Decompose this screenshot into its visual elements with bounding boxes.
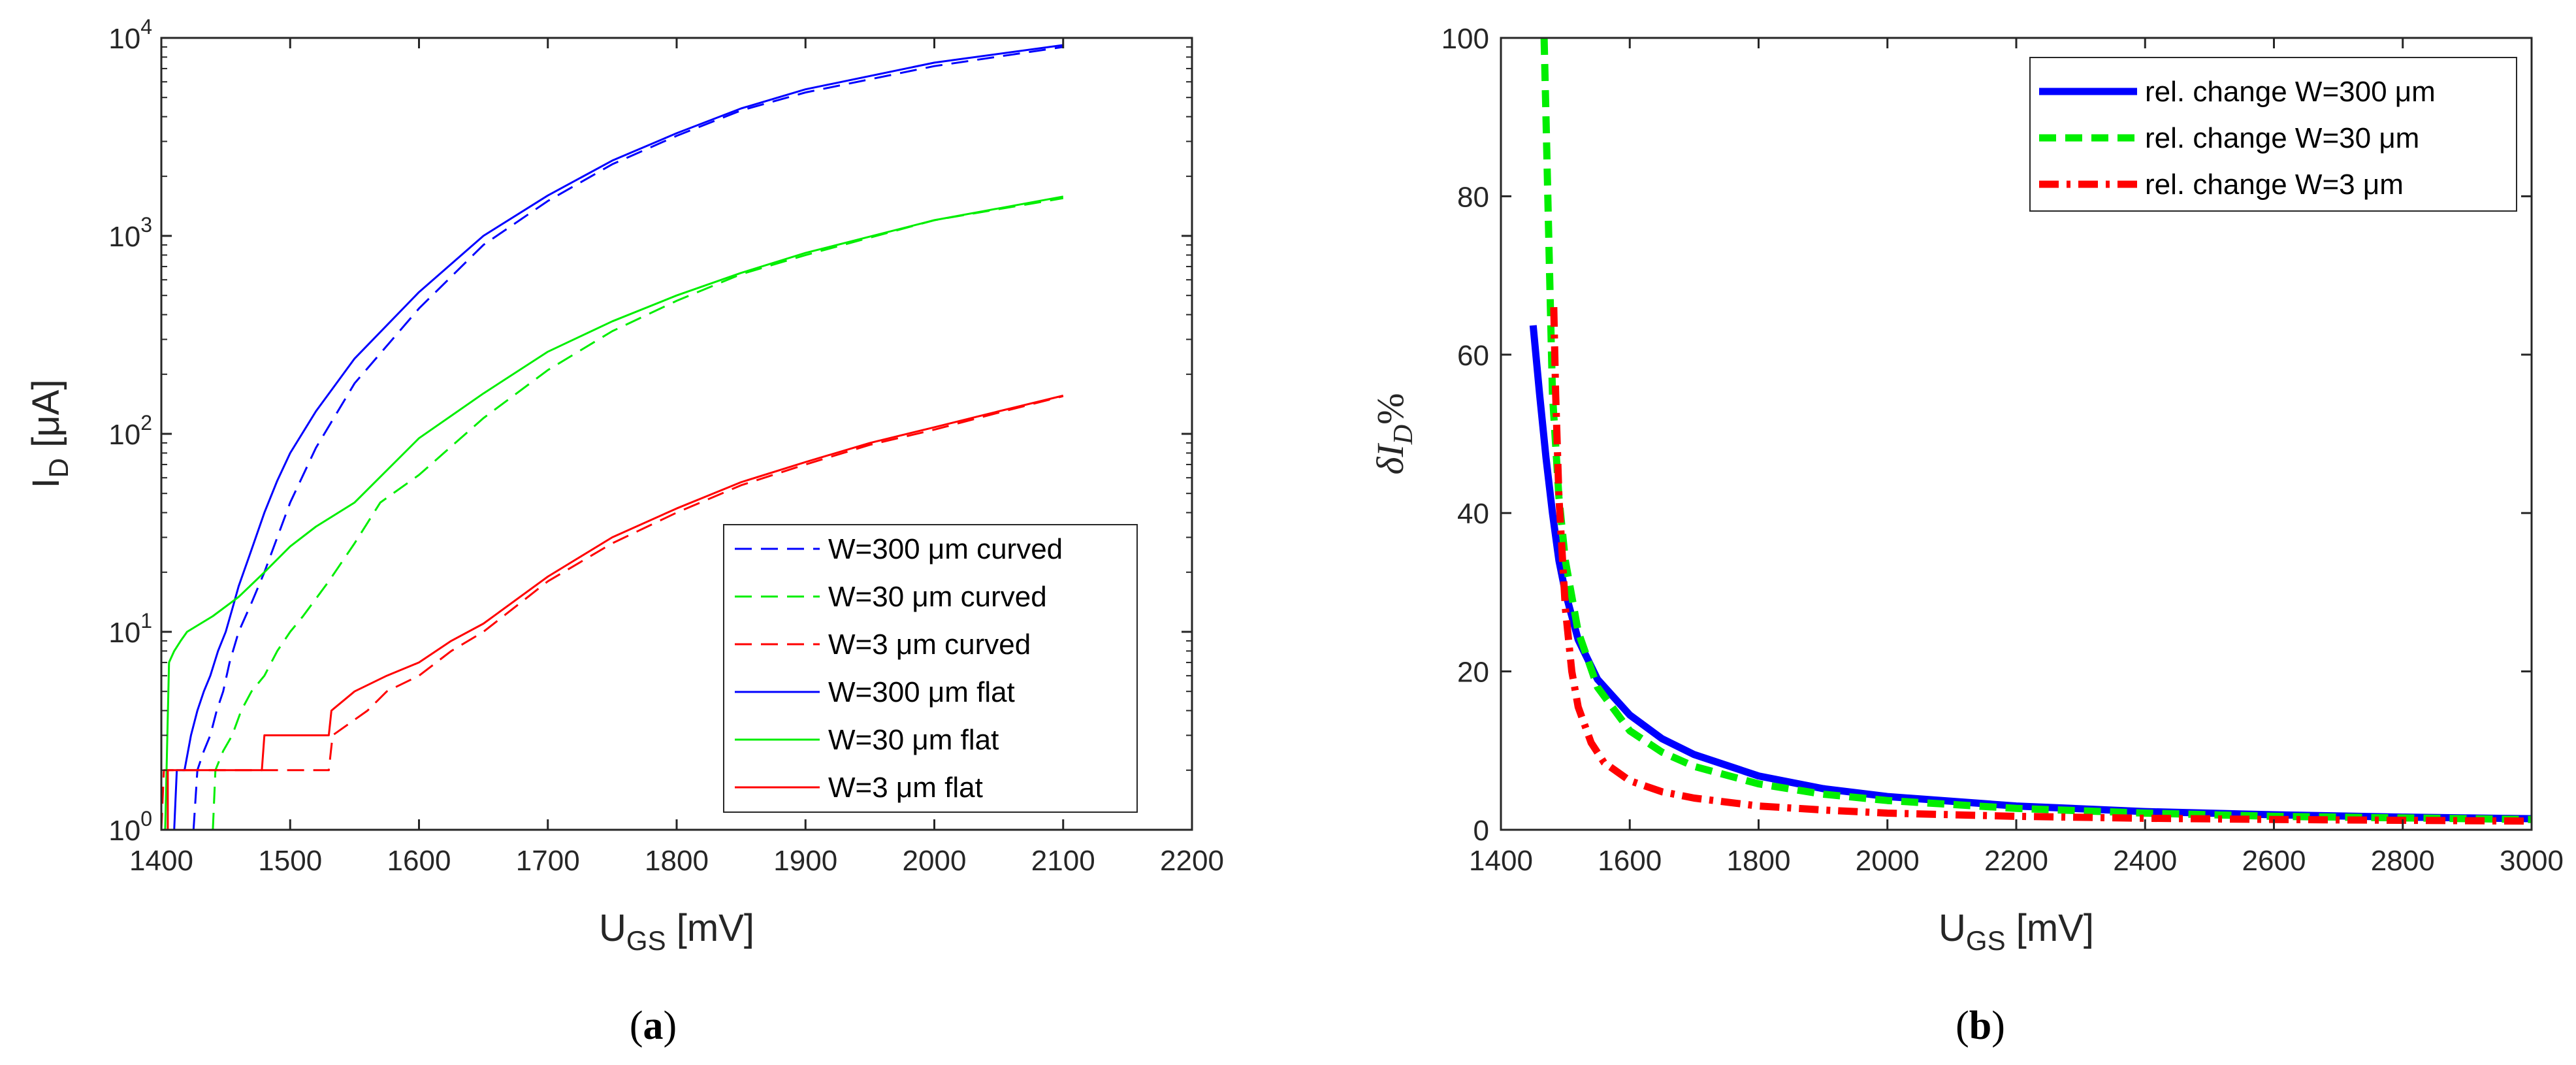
- panel-a-legend-entries: W=300 μm curved W=30 μm curved W=3 μm curv…: [735, 533, 1063, 804]
- panel-b-legend-label-2: rel. change W=30 μm: [2145, 122, 2419, 154]
- panel-b-y-tick-label: 60: [1457, 340, 1489, 372]
- panel-a-x-tick-label: 1500: [258, 845, 322, 877]
- panel-b: 1400 1600 1800 2000 2200 2400 2600 2800 3000 0 20…: [1369, 23, 2564, 1048]
- panel-b-x-axis-label: UGS [mV]: [1939, 907, 2094, 956]
- panel-a-series-line-2: [212, 197, 1064, 830]
- panel-b-y-tick-label: 100: [1441, 23, 1489, 55]
- panel-a-series-line-6: [167, 395, 1064, 830]
- panel-a-caption: (a): [630, 1004, 677, 1048]
- panel-a-legend-label-4: W=300 μm flat: [828, 676, 1015, 708]
- panel-b-caption: (b): [1956, 1004, 2005, 1048]
- panel-b-x-tick-label: 1600: [1598, 845, 1662, 877]
- panel-a-x-tick-label: 2000: [903, 845, 967, 877]
- panel-a-x-ticks: 1400 1500 1600 1700 1800 1900 2000 2100 2200: [129, 38, 1224, 877]
- panel-a: 1400 1500 1600 1700 1800 1900 2000 2100 2200 100…: [25, 15, 1224, 1048]
- panel-b-x-tick-label: 2800: [2371, 845, 2435, 877]
- panel-a-y-tick-label: 103: [108, 213, 152, 253]
- panel-a-legend-box: [723, 524, 1138, 813]
- panel-a-x-axis-label: UGS [mV]: [599, 907, 754, 956]
- panel-a-y-tick-label: 101: [108, 609, 152, 649]
- panel-a-legend: W=300 μm curved W=30 μm curved W=3 μm curv…: [723, 524, 1138, 813]
- panel-b-x-tick-label: 2200: [1984, 845, 2048, 877]
- panel-b-legend-box: [2029, 57, 2517, 212]
- panel-a-legend-label-3: W=3 μm curved: [828, 629, 1031, 661]
- panel-b-legend-label-3: rel. change W=3 μm: [2145, 169, 2404, 201]
- panel-a-legend-label-1: W=300 μm curved: [828, 533, 1063, 565]
- panel-b-series-line-3: [1550, 306, 2532, 825]
- panel-a-legend-label-5: W=30 μm flat: [828, 724, 999, 756]
- panel-a-legend-label-6: W=3 μm flat: [828, 772, 983, 804]
- panel-a-x-tick-label: 1400: [129, 845, 193, 877]
- panel-a-x-tick-label: 1900: [773, 845, 837, 877]
- panel-a-series-line-1: [192, 46, 1064, 830]
- panel-a-y-axis-label: ID [μA]: [25, 380, 74, 489]
- panel-b-y-tick-label: 80: [1457, 181, 1489, 213]
- panel-b-y-tick-label: 20: [1457, 657, 1489, 689]
- panel-a-y-tick-label: 100: [108, 807, 152, 847]
- panel-b-x-tick-label: 1800: [1727, 845, 1791, 877]
- panel-b-x-tick-label: 3000: [2500, 845, 2564, 877]
- panel-b-x-ticks: 1400 1600 1800 2000 2200 2400 2600 2800 3000: [1469, 38, 2564, 877]
- panel-a-series-group: [161, 44, 1064, 830]
- panel-b-x-tick-label: 2400: [2113, 845, 2177, 877]
- panel-b-legend-entries: rel. change W=300 μm rel. change W=30 μm r…: [2039, 76, 2436, 201]
- panel-b-x-tick-label: 2600: [2242, 845, 2306, 877]
- panel-b-x-tick-label: 2000: [1856, 845, 1920, 877]
- panel-b-x-tick-label: 1400: [1469, 845, 1533, 877]
- panel-b-series-group: [1529, 38, 2532, 825]
- panel-b-y-ticks: 0 20 40 60 80 100: [1441, 23, 2532, 847]
- panel-b-legend: rel. change W=300 μm rel. change W=30 μm r…: [2029, 57, 2517, 212]
- panel-b-y-tick-label: 0: [1473, 815, 1489, 847]
- panel-a-series-line-3: [161, 395, 1064, 830]
- panel-a-y-tick-label: 102: [108, 411, 152, 451]
- panel-a-x-tick-label: 1800: [645, 845, 709, 877]
- panel-a-x-tick-label: 1700: [516, 845, 580, 877]
- panel-a-series-line-5: [164, 195, 1064, 830]
- panel-b-legend-label-1: rel. change W=300 μm: [2145, 76, 2436, 108]
- panel-a-y-tick-label: 104: [108, 15, 152, 55]
- panel-b-y-axis-label: δID%: [1369, 393, 1419, 475]
- panel-a-series-line-4: [173, 44, 1064, 830]
- panel-b-y-tick-label: 40: [1457, 498, 1489, 530]
- panel-a-x-tick-label: 1600: [387, 845, 451, 877]
- panel-a-legend-label-2: W=30 μm curved: [828, 581, 1047, 613]
- panel-a-x-tick-label: 2200: [1160, 845, 1224, 877]
- panel-a-y-ticks: 100 101 102 103 104: [108, 15, 1192, 847]
- panel-a-x-tick-label: 2100: [1031, 845, 1095, 877]
